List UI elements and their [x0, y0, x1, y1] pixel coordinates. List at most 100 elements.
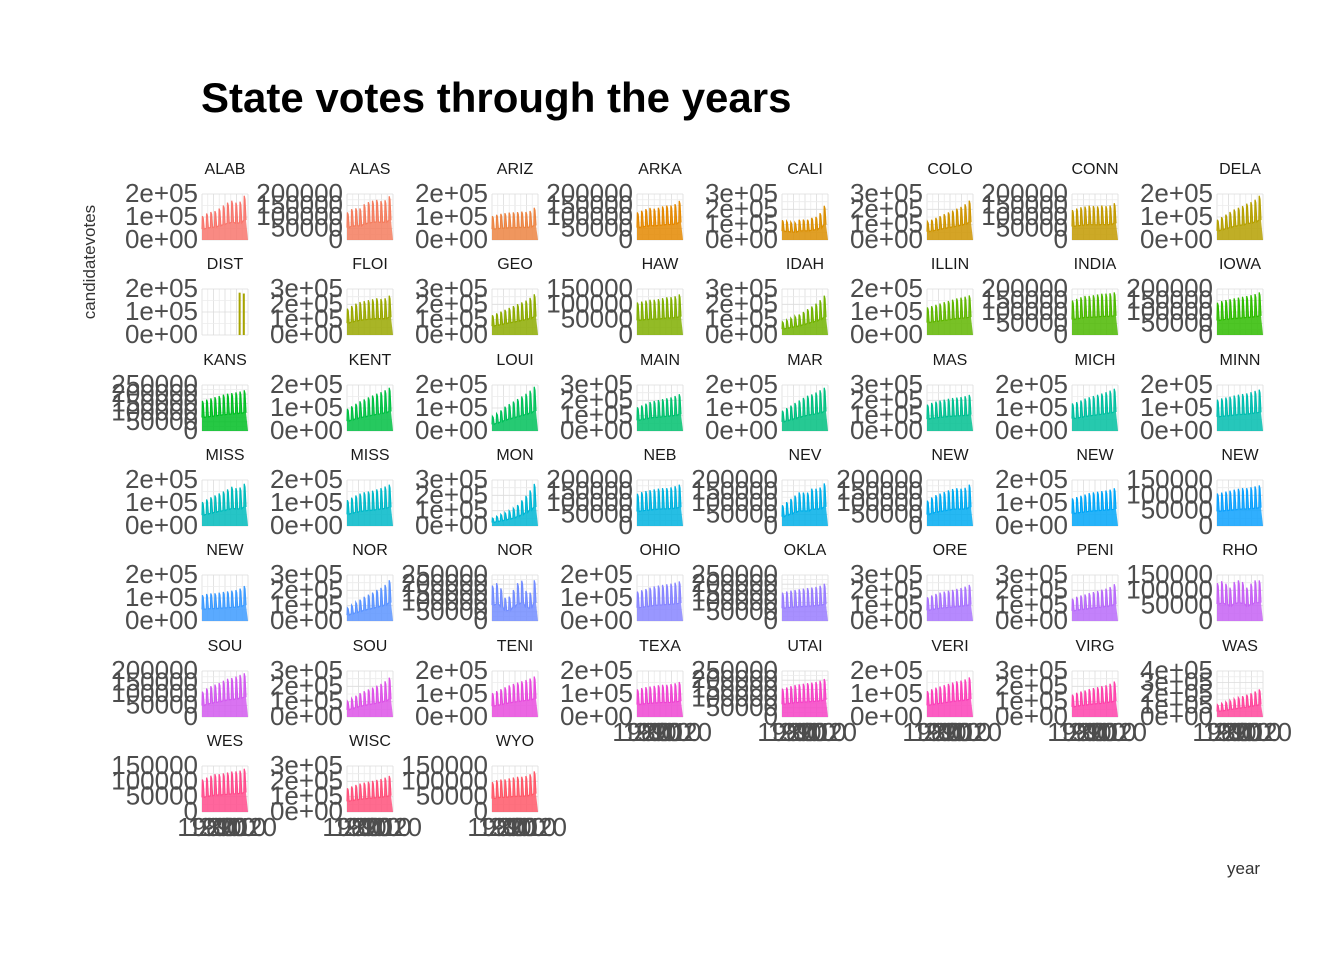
series-area [492, 580, 538, 621]
y-tick-label: 2e+05 [270, 765, 343, 795]
series-line [781, 583, 827, 610]
y-tick-label: 0 [1199, 605, 1213, 635]
y-tick-label: 50000 [706, 499, 778, 529]
x-tick-label: 1990 [623, 717, 681, 747]
y-tick-label: 3e+05 [270, 655, 343, 685]
y-tick-label: 2e+05 [270, 464, 343, 494]
y-tick-label: 0 [619, 319, 633, 349]
series-line [926, 484, 972, 516]
y-tick-label: 200000 [111, 378, 198, 408]
y-tick-label: 50000 [416, 596, 488, 626]
y-tick-label: 0e+00 [415, 701, 488, 731]
facet-strip-label: MISS [205, 447, 244, 464]
y-tick-label: 50000 [706, 692, 778, 722]
y-tick-label: 200000 [691, 568, 778, 598]
y-tick-label: 0 [764, 701, 778, 731]
y-tick-label: 100000 [1126, 574, 1213, 604]
series-line [201, 673, 247, 707]
x-tick-label: 1990 [333, 812, 391, 842]
facet-strip-label: INDIA [1074, 256, 1117, 273]
y-tick-label: 50000 [126, 406, 198, 436]
series-line [1216, 689, 1262, 713]
facet-strip-label: PENI [1076, 542, 1113, 559]
x-tick-label: 2010 [1079, 717, 1137, 747]
y-tick-label: 50000 [416, 781, 488, 811]
y-tick-label: 2e+05 [560, 559, 633, 589]
series-line [636, 200, 682, 229]
y-tick-label: 200000 [546, 178, 633, 208]
facet-panel: VIRG 3e+052e+051e+050e+001980199020002010… [995, 638, 1147, 747]
facet-strip-label: ALAB [205, 161, 246, 178]
y-tick-label: 1e+05 [560, 582, 633, 612]
series-line [781, 205, 827, 234]
y-tick-label: 250000 [691, 655, 778, 685]
series-line [926, 394, 972, 421]
y-tick-label: 1e+05 [415, 495, 488, 525]
y-tick-label: 2e+05 [850, 193, 923, 223]
y-tick-label: 100000 [836, 487, 923, 517]
y-tick-label: 2e+05 [850, 574, 923, 604]
series-line [491, 294, 537, 327]
y-tick-label: 0 [764, 605, 778, 635]
y-tick-label: 100000 [256, 201, 343, 231]
facet-strip-label: OKLA [784, 542, 827, 559]
y-tick-label: 50000 [561, 304, 633, 334]
y-tick-label: 1e+05 [850, 209, 923, 239]
series-line [636, 484, 682, 513]
y-tick-label: 100000 [691, 683, 778, 713]
y-tick-label: 1e+05 [705, 304, 778, 334]
y-tick-label: 200000 [1126, 273, 1213, 303]
y-tick-label: 3e+05 [995, 655, 1068, 685]
series-line [1216, 485, 1262, 513]
y-tick-label: 1e+05 [270, 487, 343, 517]
facet-strip-label: TENI [497, 638, 533, 655]
y-tick-label: 100000 [546, 288, 633, 318]
facet-strip-label: LOUI [496, 352, 533, 369]
facet-strip-label: CALI [787, 161, 823, 178]
y-tick-label: 1e+05 [415, 678, 488, 708]
y-tick-label: 2e+05 [415, 479, 488, 509]
y-tick-label: 2e+05 [125, 273, 198, 303]
facet-strip-label: VERI [931, 638, 968, 655]
facet-strip-label: OHIO [640, 542, 681, 559]
y-tick-label: 0e+00 [415, 319, 488, 349]
y-tick-label: 3e+05 [270, 559, 343, 589]
y-tick-label: 2e+05 [850, 273, 923, 303]
y-tick-label: 1e+05 [560, 678, 633, 708]
x-tick-label: 2010 [209, 812, 267, 842]
y-tick-label: 3e+05 [270, 273, 343, 303]
y-tick-label: 1e+05 [415, 201, 488, 231]
series-line [781, 483, 827, 518]
x-tick-label: 2020 [1234, 717, 1292, 747]
y-tick-label: 100000 [981, 201, 1068, 231]
series-line [926, 295, 972, 324]
y-tick-label: 150000 [256, 190, 343, 220]
x-tick-label: 2020 [799, 717, 857, 747]
y-tick-label: 0e+00 [270, 701, 343, 731]
x-tick-label: 2000 [923, 717, 981, 747]
series-line [491, 207, 537, 230]
facet-panel: WYO 1500001000005000001980199020002010202… [401, 733, 567, 842]
y-tick-label: 2e+05 [995, 369, 1068, 399]
y-tick-label: 1e+05 [850, 590, 923, 620]
y-tick-label: 150000 [691, 476, 778, 506]
y-tick-label: 1e+05 [270, 686, 343, 716]
series-line [926, 200, 972, 233]
series-line [346, 775, 392, 803]
y-tick-label: 0e+00 [270, 415, 343, 445]
y-tick-label: 1e+05 [125, 487, 198, 517]
facet-strip-label: ALAS [350, 161, 391, 178]
x-tick-label: 1980 [757, 717, 815, 747]
